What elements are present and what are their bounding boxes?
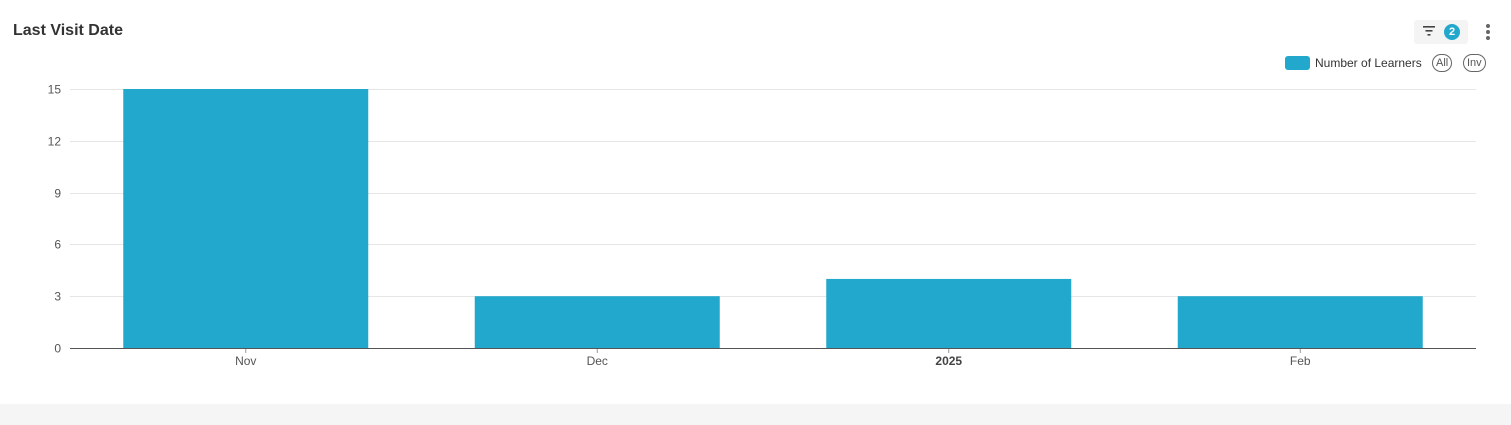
x-tick-label: Nov: [235, 354, 256, 368]
legend-invert-button[interactable]: Inv: [1463, 54, 1486, 72]
filter-count-badge: 2: [1444, 24, 1460, 40]
y-tick-label: 12: [48, 135, 62, 149]
more-vertical-icon: [1486, 24, 1490, 28]
chart-title: Last Visit Date: [13, 22, 123, 39]
y-tick-label: 3: [54, 290, 61, 304]
bar-dec[interactable]: [474, 296, 720, 348]
page-footer-area: [0, 404, 1511, 425]
x-tick-label: Feb: [1290, 354, 1311, 368]
legend-label[interactable]: Number of Learners: [1315, 56, 1422, 70]
chart-card: Last Visit Date 2 Number of Learners All…: [13, 20, 1496, 368]
y-tick-label: 0: [54, 342, 61, 356]
bar-chart: 0 3 6 9 12 15 Nov Dec 2025 Feb: [48, 83, 1476, 368]
x-tick-label: Dec: [587, 354, 608, 368]
y-tick-label: 6: [54, 238, 61, 252]
legend-swatch[interactable]: [1285, 56, 1310, 70]
x-tick-label: 2025: [935, 354, 962, 368]
bar-nov[interactable]: [123, 89, 369, 348]
filter-button[interactable]: 2: [1414, 20, 1468, 44]
y-tick-label: 15: [48, 83, 62, 97]
filter-icon: [1423, 26, 1435, 36]
bar-feb[interactable]: [1177, 296, 1423, 348]
legend-all-button[interactable]: All: [1432, 54, 1453, 72]
y-tick-label: 9: [54, 187, 61, 201]
bar-2025[interactable]: [826, 278, 1072, 348]
more-options-button[interactable]: [1480, 21, 1496, 43]
